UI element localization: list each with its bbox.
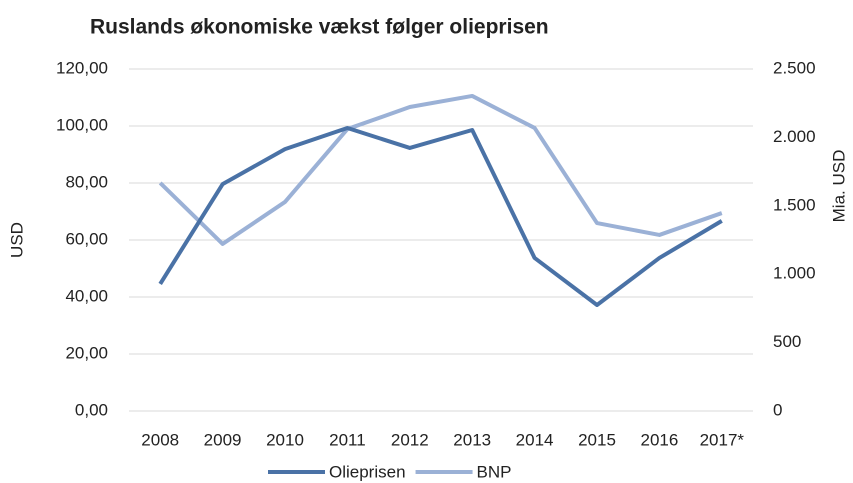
y-tick-label: 40,00	[65, 286, 108, 305]
x-tick-label: 2016	[640, 430, 678, 449]
y-tick-label: 0,00	[75, 400, 108, 419]
line-series	[158, 93, 723, 246]
x-tick-label: 2010	[266, 430, 304, 449]
y2-tick-label: 500	[773, 332, 801, 351]
x-tick-label: 2012	[391, 430, 429, 449]
x-tick-label: 2015	[578, 430, 616, 449]
x-tick-label: 2013	[453, 430, 491, 449]
line-series	[158, 125, 723, 307]
y2-tick-label: 2.000	[773, 127, 816, 146]
x-tick-label: 2014	[516, 430, 554, 449]
y2-axis-label: Mia. USD	[829, 150, 848, 223]
y-tick-label: 100,00	[56, 115, 108, 134]
x-tick-label: 2008	[141, 430, 179, 449]
legend-label: Olieprisen	[329, 462, 406, 481]
chart-title: Ruslands økonomiske vækst følger oliepri…	[90, 16, 549, 39]
y2-tick-label: 0	[773, 400, 782, 419]
y-tick-label: 120,00	[56, 58, 108, 77]
y-tick-label: 20,00	[65, 343, 108, 362]
y-tick-label: 80,00	[65, 172, 108, 191]
x-tick-label: 2011	[329, 430, 366, 449]
x-tick-label: 2009	[204, 430, 242, 449]
legend-label: BNP	[477, 462, 512, 481]
y2-tick-label: 1.500	[773, 195, 816, 214]
y2-tick-label: 1.000	[773, 264, 816, 283]
y-axis-label: USD	[7, 222, 26, 258]
x-tick-label: 2017*	[700, 430, 745, 449]
y2-tick-label: 2.500	[773, 58, 816, 77]
y-tick-label: 60,00	[65, 229, 108, 248]
